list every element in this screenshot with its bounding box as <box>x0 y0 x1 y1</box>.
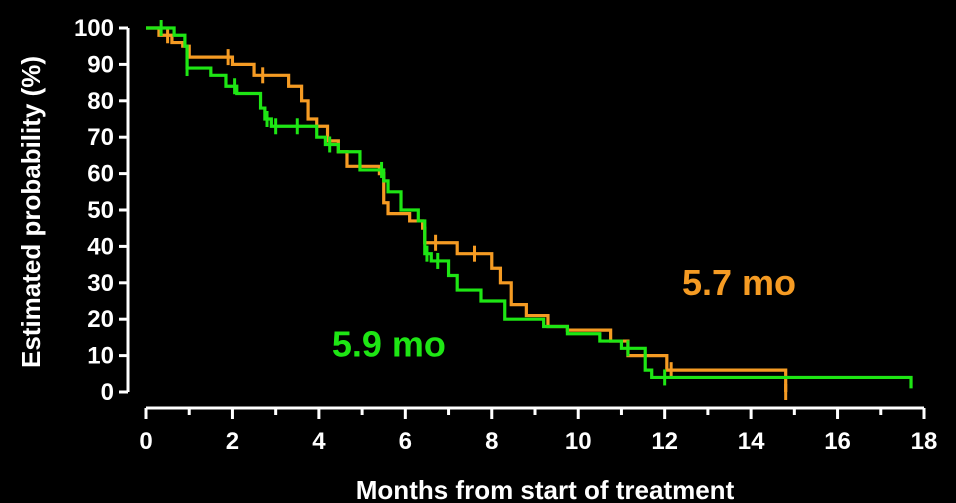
x-tick-label: 2 <box>226 428 239 455</box>
x-tick-label: 4 <box>312 428 326 455</box>
series-layer <box>146 20 913 400</box>
y-tick-label: 70 <box>87 124 114 151</box>
axes: 0 10 20 30 40 50 60 70 80 90 100 0 2 4 6 8 10 12 14 16 18 <box>74 15 937 455</box>
y-tick-label: 20 <box>87 306 114 333</box>
km-curve-line <box>146 26 913 389</box>
x-tick-label: 14 <box>738 428 765 455</box>
y-tick-label: 30 <box>87 270 114 297</box>
y-tick-label: 0 <box>101 379 114 406</box>
median-label: 5.9 mo <box>332 324 446 365</box>
km-curve-line <box>146 26 788 392</box>
y-tick-label: 50 <box>87 197 114 224</box>
km-curve-1 <box>146 26 788 400</box>
x-tick-label: 16 <box>824 428 851 455</box>
y-tick-label: 10 <box>87 343 114 370</box>
y-tick-label: 100 <box>74 15 114 42</box>
x-tick-label: 18 <box>911 428 938 455</box>
y-axis-title: Estimated probability (%) <box>16 56 46 368</box>
km-curve-2 <box>146 20 913 389</box>
median-label: 5.7 mo <box>682 262 796 303</box>
x-tick-label: 6 <box>399 428 412 455</box>
y-tick-label: 40 <box>87 233 114 260</box>
x-tick-label: 12 <box>651 428 678 455</box>
x-axis-title: Months from start of treatment <box>356 475 735 503</box>
y-tick-label: 60 <box>87 161 114 188</box>
annotation-layer: 5.7 mo 5.9 mo <box>332 262 796 365</box>
x-tick-label: 10 <box>565 428 592 455</box>
x-tick-label: 8 <box>485 428 498 455</box>
x-tick-label: 0 <box>139 428 152 455</box>
y-tick-label: 80 <box>87 88 114 115</box>
y-tick-label: 90 <box>87 51 114 78</box>
